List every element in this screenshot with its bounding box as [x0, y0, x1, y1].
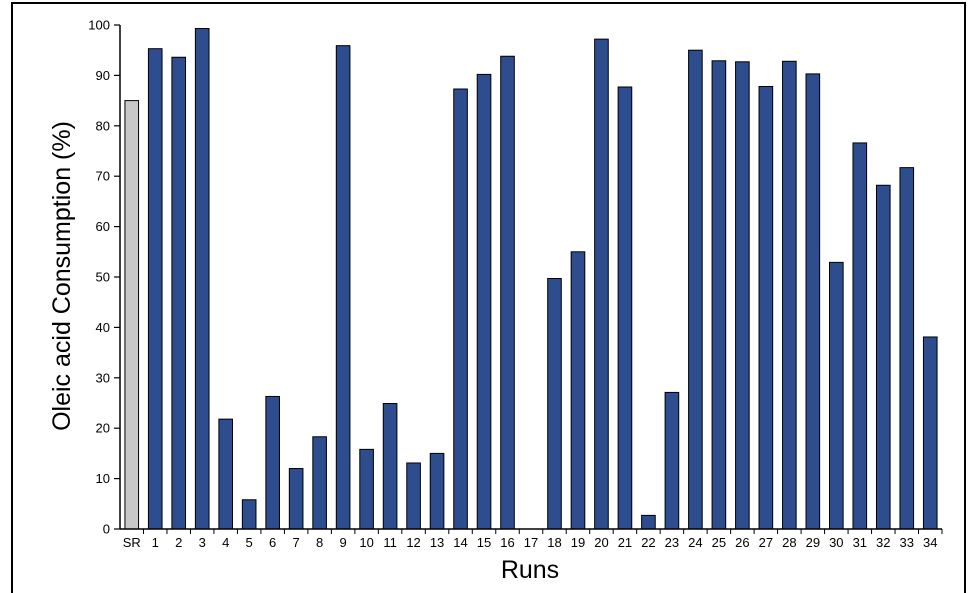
x-tick-label: 13 [430, 535, 444, 550]
bar-13 [429, 452, 445, 530]
x-tick-label: 6 [269, 535, 276, 550]
bar-31 [852, 142, 868, 530]
bar-18 [547, 278, 562, 530]
y-tick-label: 100 [88, 18, 110, 33]
bar-21 [617, 86, 633, 530]
y-axis-ticks: 0 10 20 30 40 50 60 70 80 90 100 [88, 18, 120, 537]
y-tick-label: 90 [96, 68, 110, 83]
x-tick-label: 25 [712, 535, 726, 550]
y-tick-label: 30 [96, 370, 110, 385]
bar-19 [570, 251, 586, 530]
bar-28 [782, 60, 797, 530]
y-tick-label: 70 [96, 169, 110, 184]
bar-22 [641, 514, 656, 530]
y-axis-title: Oleic acid Consumption (%) [48, 121, 76, 431]
bar-32 [875, 184, 891, 530]
bar-30 [829, 261, 844, 530]
bar-9 [335, 45, 351, 530]
bar-11 [382, 403, 398, 530]
x-tick-label: 5 [246, 535, 253, 550]
x-tick-label: 9 [339, 535, 346, 550]
x-tick-label: 24 [688, 535, 702, 550]
y-tick-label: 20 [96, 421, 110, 436]
bars [124, 28, 938, 530]
bar-10 [359, 448, 374, 530]
x-tick-label: 29 [806, 535, 820, 550]
bar-sr [124, 100, 140, 530]
bar-23 [664, 391, 680, 530]
x-tick-label: 26 [735, 535, 749, 550]
bar-20 [594, 38, 609, 530]
x-tick-label: 18 [547, 535, 561, 550]
bar-33 [899, 167, 915, 530]
x-tick-label: 1 [152, 535, 159, 550]
x-tick-label: 10 [359, 535, 373, 550]
bar-3 [194, 28, 210, 530]
x-tick-label: 22 [641, 535, 655, 550]
bar-34 [922, 336, 938, 530]
bar-24 [688, 49, 703, 530]
x-tick-label: 32 [876, 535, 890, 550]
x-tick-label: 15 [477, 535, 491, 550]
x-axis-title: Runs [501, 556, 559, 584]
x-tick-label: 11 [383, 535, 397, 550]
x-tick-label: 19 [571, 535, 585, 550]
bar-4 [218, 418, 233, 530]
bar-16 [500, 55, 515, 530]
x-tick-label: 28 [782, 535, 796, 550]
x-tick-label: 4 [222, 535, 229, 550]
bar-25 [711, 60, 727, 530]
bar-2 [171, 56, 187, 530]
x-tick-label: 33 [900, 535, 914, 550]
x-tick-label: 7 [293, 535, 300, 550]
x-tick-label: 17 [524, 535, 538, 550]
bar-14 [453, 88, 468, 530]
x-tick-label: 2 [175, 535, 182, 550]
bar-5 [241, 499, 257, 530]
x-tick-label: 27 [759, 535, 773, 550]
bar-1 [147, 48, 163, 530]
x-tick-label: 31 [853, 535, 867, 550]
x-tick-label: 3 [199, 535, 206, 550]
bar-12 [406, 462, 421, 530]
x-tick-label: 21 [618, 535, 632, 550]
y-tick-label: 10 [96, 471, 110, 486]
x-tick-label: SR [123, 535, 141, 550]
bar-7 [288, 468, 304, 530]
x-tick-label: 14 [453, 535, 467, 550]
bar-8 [312, 436, 327, 530]
y-tick-label: 80 [96, 118, 110, 133]
x-tick-label: 23 [665, 535, 679, 550]
bar-15 [476, 73, 492, 530]
x-tick-label: 8 [316, 535, 323, 550]
x-tick-label: 12 [406, 535, 420, 550]
bar-27 [758, 85, 774, 530]
y-tick-label: 50 [96, 270, 110, 285]
x-tick-label: 16 [500, 535, 514, 550]
x-tick-label: 20 [594, 535, 608, 550]
x-tick-label: 30 [829, 535, 843, 550]
bar-26 [735, 61, 750, 530]
y-tick-label: 60 [96, 219, 110, 234]
y-tick-label: 40 [96, 320, 110, 335]
bar-29 [805, 73, 821, 530]
y-tick-label: 0 [103, 522, 110, 537]
x-axis-ticks: SR 1 2 3 4 5 6 7 8 9 10 11 12 13 14 15 16 17 18 19 20 21 22 23 2… [123, 529, 943, 550]
chart-frame [11, 2, 966, 593]
bar-6 [265, 395, 280, 530]
x-tick-label: 34 [923, 535, 937, 550]
